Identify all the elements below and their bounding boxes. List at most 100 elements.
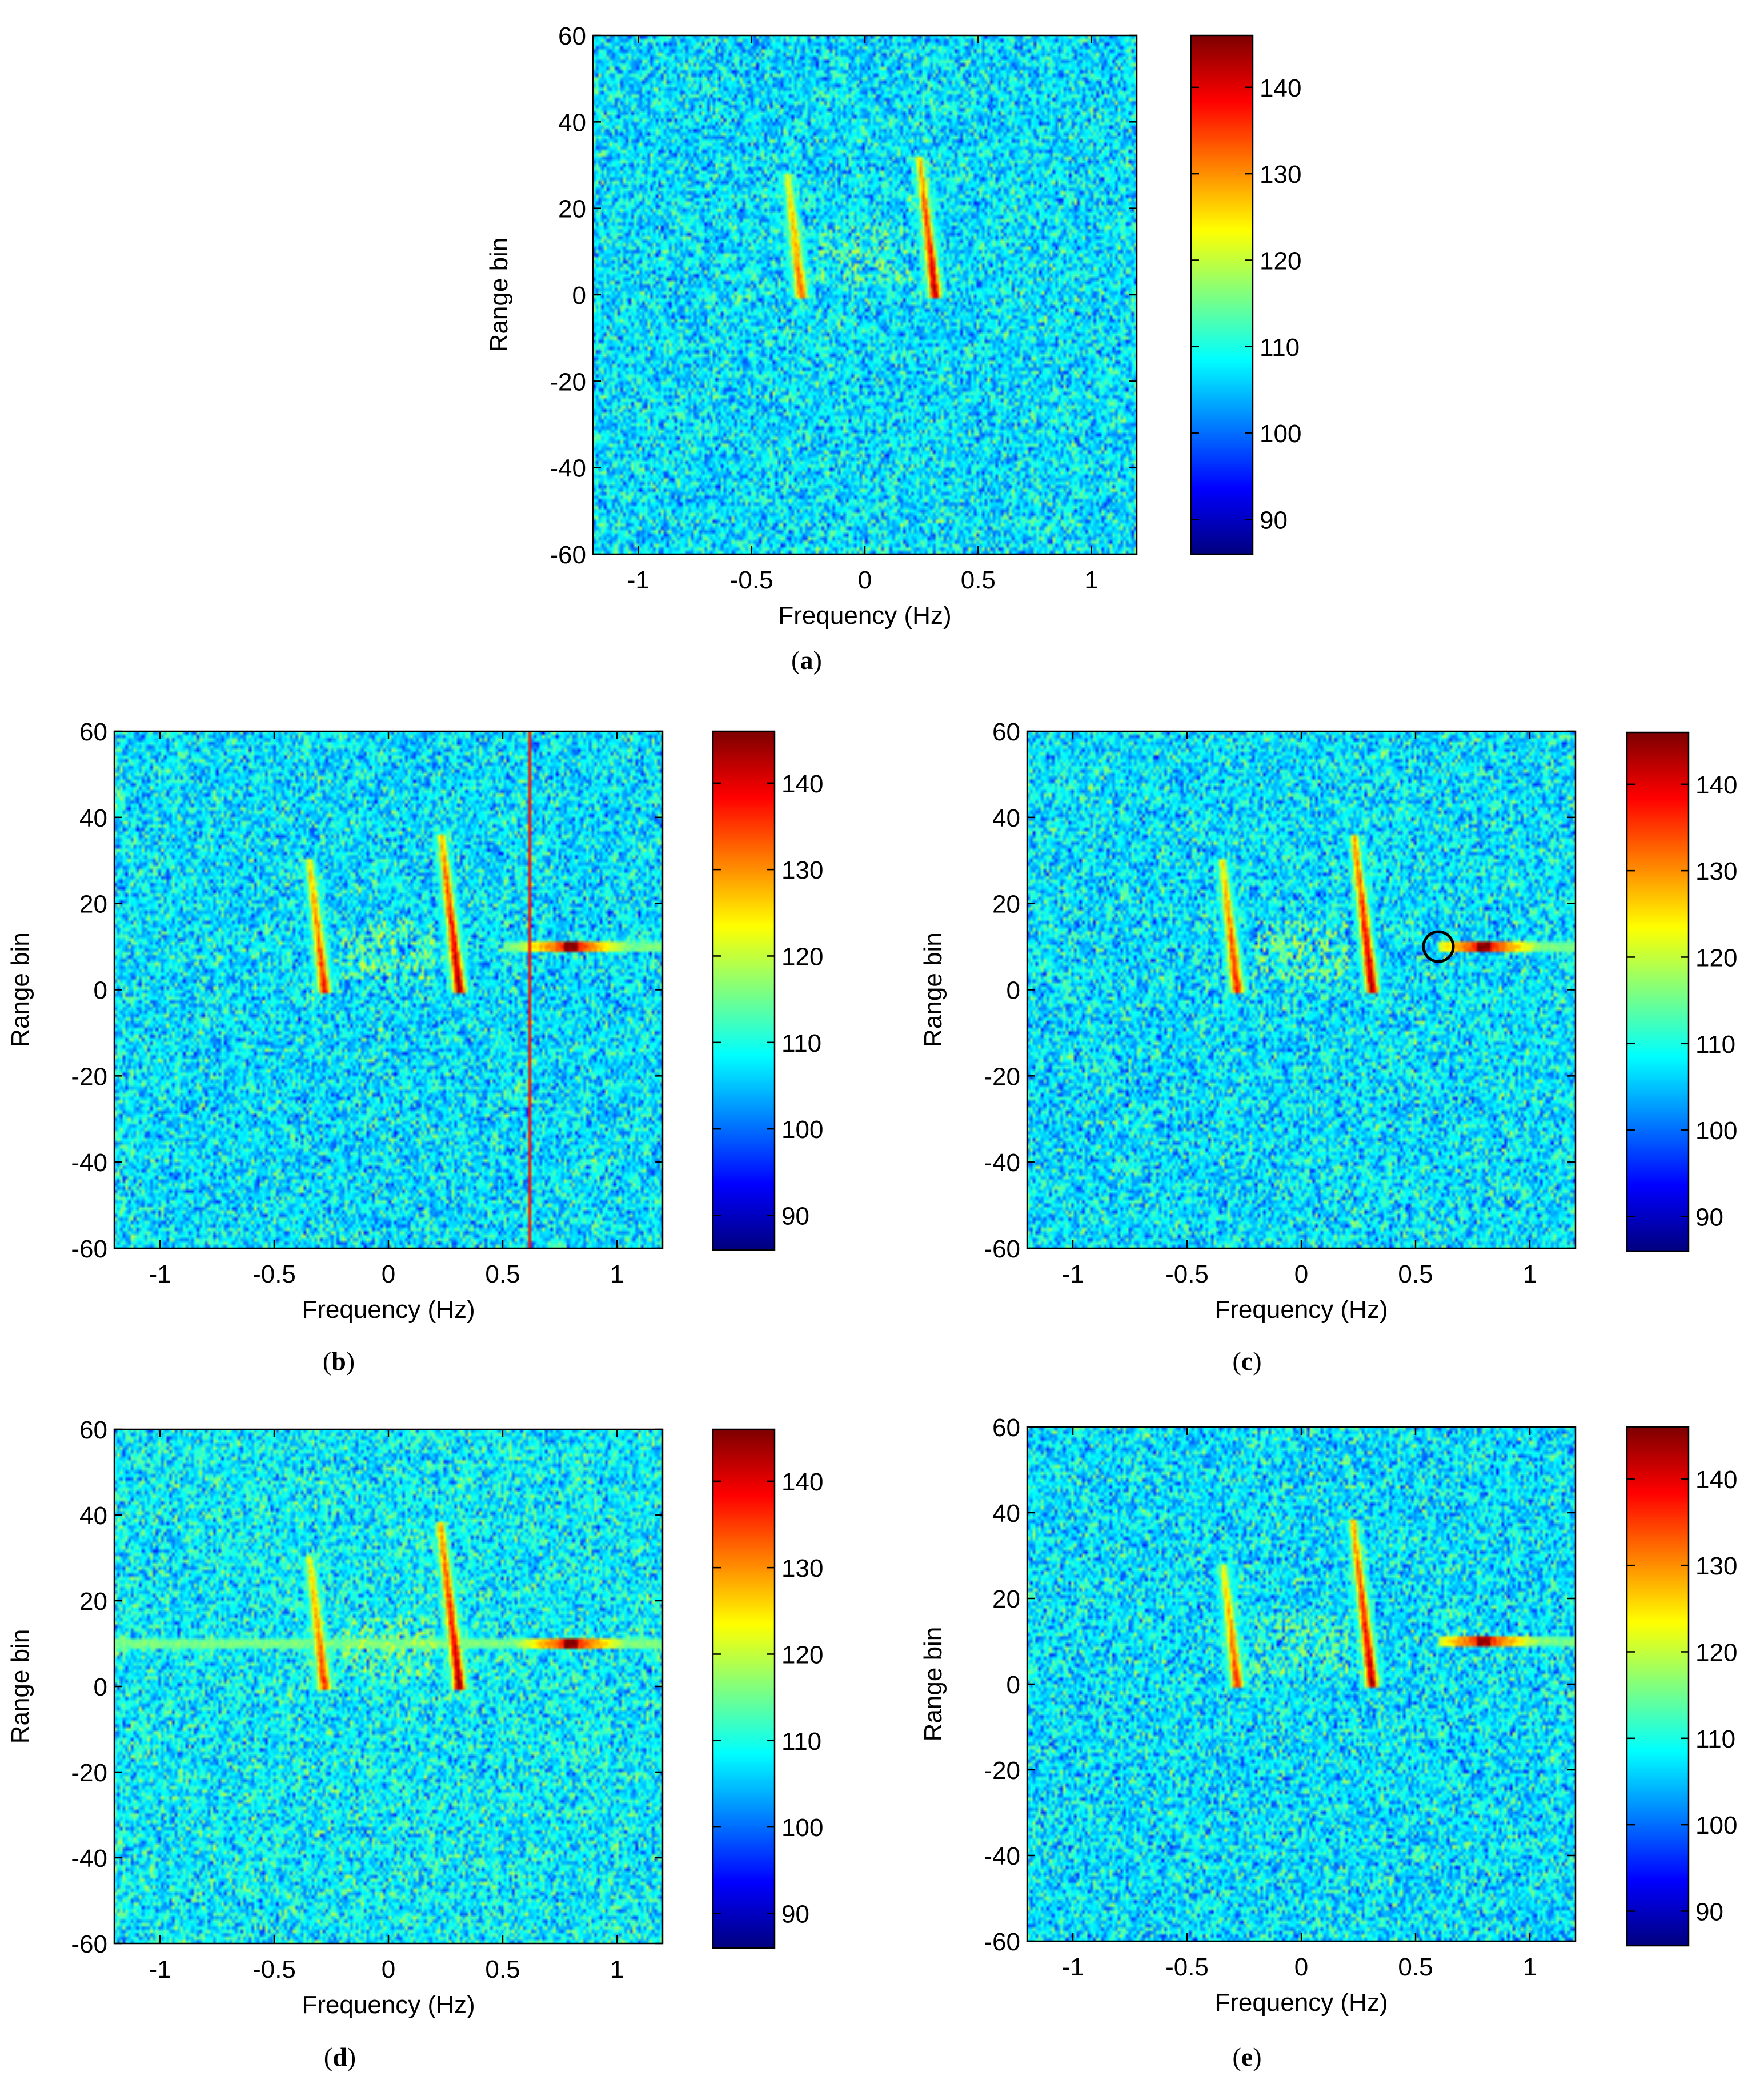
y-tick-label: 0 xyxy=(94,1673,107,1701)
x-tick-label: 0.5 xyxy=(485,1260,520,1288)
colorbar-tick-label: 130 xyxy=(1695,1552,1737,1580)
y-tick-label: 40 xyxy=(558,109,586,137)
x-tick-label: 0 xyxy=(1294,1260,1308,1288)
x-tick-label: -1 xyxy=(149,1955,171,1983)
colorbar-tick-label: 100 xyxy=(1695,1812,1737,1839)
y-tick-label: -20 xyxy=(550,368,586,396)
y-tick-label: -40 xyxy=(550,455,586,483)
heatmap-b xyxy=(114,731,663,1248)
x-tick-label: 0.5 xyxy=(1398,1953,1433,1981)
colorbar-tick-label: 140 xyxy=(1260,74,1301,102)
colorbar-tick-label: 140 xyxy=(1695,1466,1737,1494)
colorbar-tick-label: 110 xyxy=(1260,334,1300,362)
panel-b: -1 -0.5 0 0.5 1 60 40 20 0 -20 -40 -60 Frequency (Hz… xyxy=(6,718,823,1324)
colorbar-tick-label: 90 xyxy=(1695,1898,1723,1926)
y-tick-label: -40 xyxy=(71,1845,107,1873)
colorbar-tick-label: 110 xyxy=(1695,1031,1735,1059)
y-tick-label: 0 xyxy=(1007,1671,1020,1699)
heatmap-e xyxy=(1027,1427,1575,1941)
colorbar-tick-label: 100 xyxy=(781,1814,823,1842)
heatmap-c xyxy=(1027,731,1575,1248)
colorbar-tick-label: 120 xyxy=(781,1641,823,1669)
colorbar-frame xyxy=(1190,34,1254,555)
colorbar-frame xyxy=(712,1428,776,1949)
caption-letter: c xyxy=(1241,1346,1253,1376)
y-tick-label: -20 xyxy=(984,1757,1020,1785)
colorbar-tick-label: 90 xyxy=(1260,506,1288,534)
x-tick-label: -0.5 xyxy=(252,1955,296,1983)
caption-d: (d) xyxy=(323,2042,356,2071)
x-tick-label: 0.5 xyxy=(485,1955,520,1983)
y-tick-label: -40 xyxy=(71,1149,107,1177)
y-tick-label: 0 xyxy=(1007,977,1020,1005)
colorbar-tick-label: 90 xyxy=(781,1900,809,1928)
y-tick-label: 40 xyxy=(79,804,107,832)
colorbar-tick-label: 100 xyxy=(1695,1117,1737,1145)
colorbar-tick-label: 120 xyxy=(1695,1638,1737,1666)
colorbar-a xyxy=(1191,35,1253,554)
y-tick-label: -60 xyxy=(550,541,586,569)
x-tick-label: -1 xyxy=(149,1260,171,1288)
colorbar-tick-label: 110 xyxy=(781,1728,821,1756)
x-tick-label: 0 xyxy=(1294,1953,1308,1981)
y-tick-label: -60 xyxy=(984,1928,1020,1956)
y-tick-label: -20 xyxy=(984,1063,1020,1091)
y-axis-label: Range bin xyxy=(6,932,34,1047)
caption-e: (e) xyxy=(1232,2042,1262,2071)
y-axis-label: Range bin xyxy=(6,1629,34,1744)
panel-e: -1 -0.5 0 0.5 1 60 40 20 0 -20 -40 -60 Frequency (Hz… xyxy=(919,1414,1737,2017)
colorbar-frame xyxy=(712,730,776,1251)
y-tick-label: 40 xyxy=(992,1500,1020,1528)
y-axis-label: Range bin xyxy=(485,238,513,352)
x-tick-label: 1 xyxy=(1523,1260,1537,1288)
y-tick-label: 0 xyxy=(94,977,107,1005)
x-tick-label: -0.5 xyxy=(252,1260,296,1288)
x-tick-label: -0.5 xyxy=(1165,1260,1209,1288)
x-tick-label: 1 xyxy=(610,1955,624,1983)
annotation-circle xyxy=(1422,930,1455,963)
x-axis-label: Frequency (Hz) xyxy=(778,602,951,630)
x-tick-label: -1 xyxy=(627,566,650,594)
caption-a: (a) xyxy=(791,646,822,675)
y-tick-label: 20 xyxy=(992,891,1020,919)
y-tick-label: 20 xyxy=(992,1585,1020,1613)
colorbar-tick-label: 120 xyxy=(1695,944,1737,972)
colorbar-tick-label: 110 xyxy=(1695,1725,1735,1753)
y-tick-label: -40 xyxy=(984,1842,1020,1870)
y-tick-label: -60 xyxy=(984,1235,1020,1263)
y-tick-label: -20 xyxy=(71,1759,107,1787)
x-tick-label: 1 xyxy=(610,1260,624,1288)
panel-d: -1 -0.5 0 0.5 1 60 40 20 0 -20 -40 -60 Frequency (Hz… xyxy=(6,1416,823,2019)
y-tick-label: 60 xyxy=(992,1414,1020,1442)
caption-letter: a xyxy=(800,646,813,675)
colorbar-tick-label: 110 xyxy=(781,1029,821,1057)
y-axis-label: Range bin xyxy=(919,1627,947,1742)
caption-c: (c) xyxy=(1232,1346,1262,1376)
y-tick-label: 40 xyxy=(79,1502,107,1530)
colorbar-frame xyxy=(1626,731,1690,1252)
y-axis-label: Range bin xyxy=(919,932,947,1047)
colorbar-tick-label: 120 xyxy=(1260,247,1301,275)
x-tick-label: -0.5 xyxy=(730,566,773,594)
x-tick-label: 0.5 xyxy=(1398,1260,1433,1288)
panel-a: -1 -0.5 0 0.5 1 60 40 20 0 -20 -40 -60 Frequency (Hz… xyxy=(485,22,1301,630)
x-tick-label: -0.5 xyxy=(1165,1953,1209,1981)
y-tick-label: 20 xyxy=(558,195,586,223)
colorbar-tick-label: 90 xyxy=(781,1202,809,1230)
colorbar-e xyxy=(1627,1427,1689,1946)
colorbar-b xyxy=(713,731,775,1250)
colorbar-tick-label: 140 xyxy=(1695,771,1737,799)
caption-letter: e xyxy=(1241,2042,1253,2071)
colorbar-tick-label: 130 xyxy=(1260,161,1301,189)
colorbar-tick-label: 100 xyxy=(781,1116,823,1144)
caption-b: (b) xyxy=(322,1346,355,1376)
x-axis-label: Frequency (Hz) xyxy=(1214,1296,1388,1324)
y-tick-label: -60 xyxy=(71,1930,107,1958)
colorbar-tick-label: 90 xyxy=(1695,1203,1723,1231)
colorbar-frame xyxy=(1626,1426,1690,1947)
colorbar-d xyxy=(713,1429,775,1948)
heatmap-d xyxy=(114,1429,663,1943)
colorbar-tick-label: 140 xyxy=(781,1468,823,1496)
colorbar-tick-label: 120 xyxy=(781,943,823,971)
